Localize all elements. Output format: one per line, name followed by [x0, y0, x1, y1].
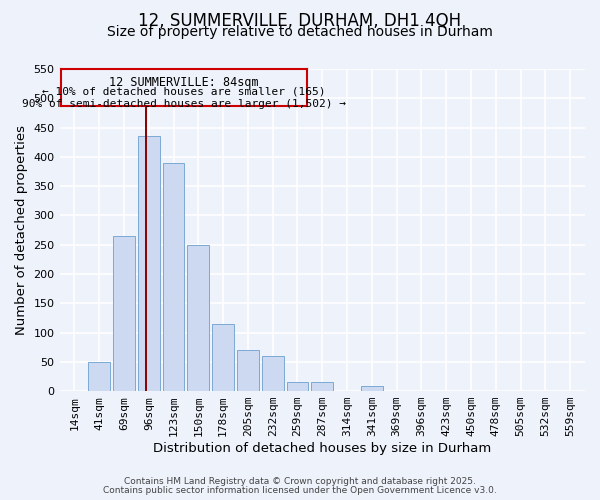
- Text: ← 10% of detached houses are smaller (165): ← 10% of detached houses are smaller (16…: [43, 86, 326, 97]
- Bar: [138, 136, 160, 391]
- Text: Contains HM Land Registry data © Crown copyright and database right 2025.: Contains HM Land Registry data © Crown c…: [124, 477, 476, 486]
- X-axis label: Distribution of detached houses by size in Durham: Distribution of detached houses by size …: [153, 442, 491, 455]
- Bar: [262, 356, 284, 391]
- Text: 12, SUMMERVILLE, DURHAM, DH1 4QH: 12, SUMMERVILLE, DURHAM, DH1 4QH: [139, 12, 461, 30]
- Text: 90% of semi-detached houses are larger (1,502) →: 90% of semi-detached houses are larger (…: [22, 100, 346, 110]
- Bar: [163, 162, 184, 391]
- Bar: [187, 244, 209, 391]
- Bar: [287, 382, 308, 391]
- Text: 12 SUMMERVILLE: 84sqm: 12 SUMMERVILLE: 84sqm: [109, 76, 259, 88]
- Text: Size of property relative to detached houses in Durham: Size of property relative to detached ho…: [107, 25, 493, 39]
- Bar: [212, 324, 234, 391]
- Text: Contains public sector information licensed under the Open Government Licence v3: Contains public sector information licen…: [103, 486, 497, 495]
- Bar: [237, 350, 259, 391]
- Bar: [361, 386, 383, 391]
- Y-axis label: Number of detached properties: Number of detached properties: [15, 125, 28, 335]
- Bar: [88, 362, 110, 391]
- Bar: [311, 382, 333, 391]
- Bar: [113, 236, 135, 391]
